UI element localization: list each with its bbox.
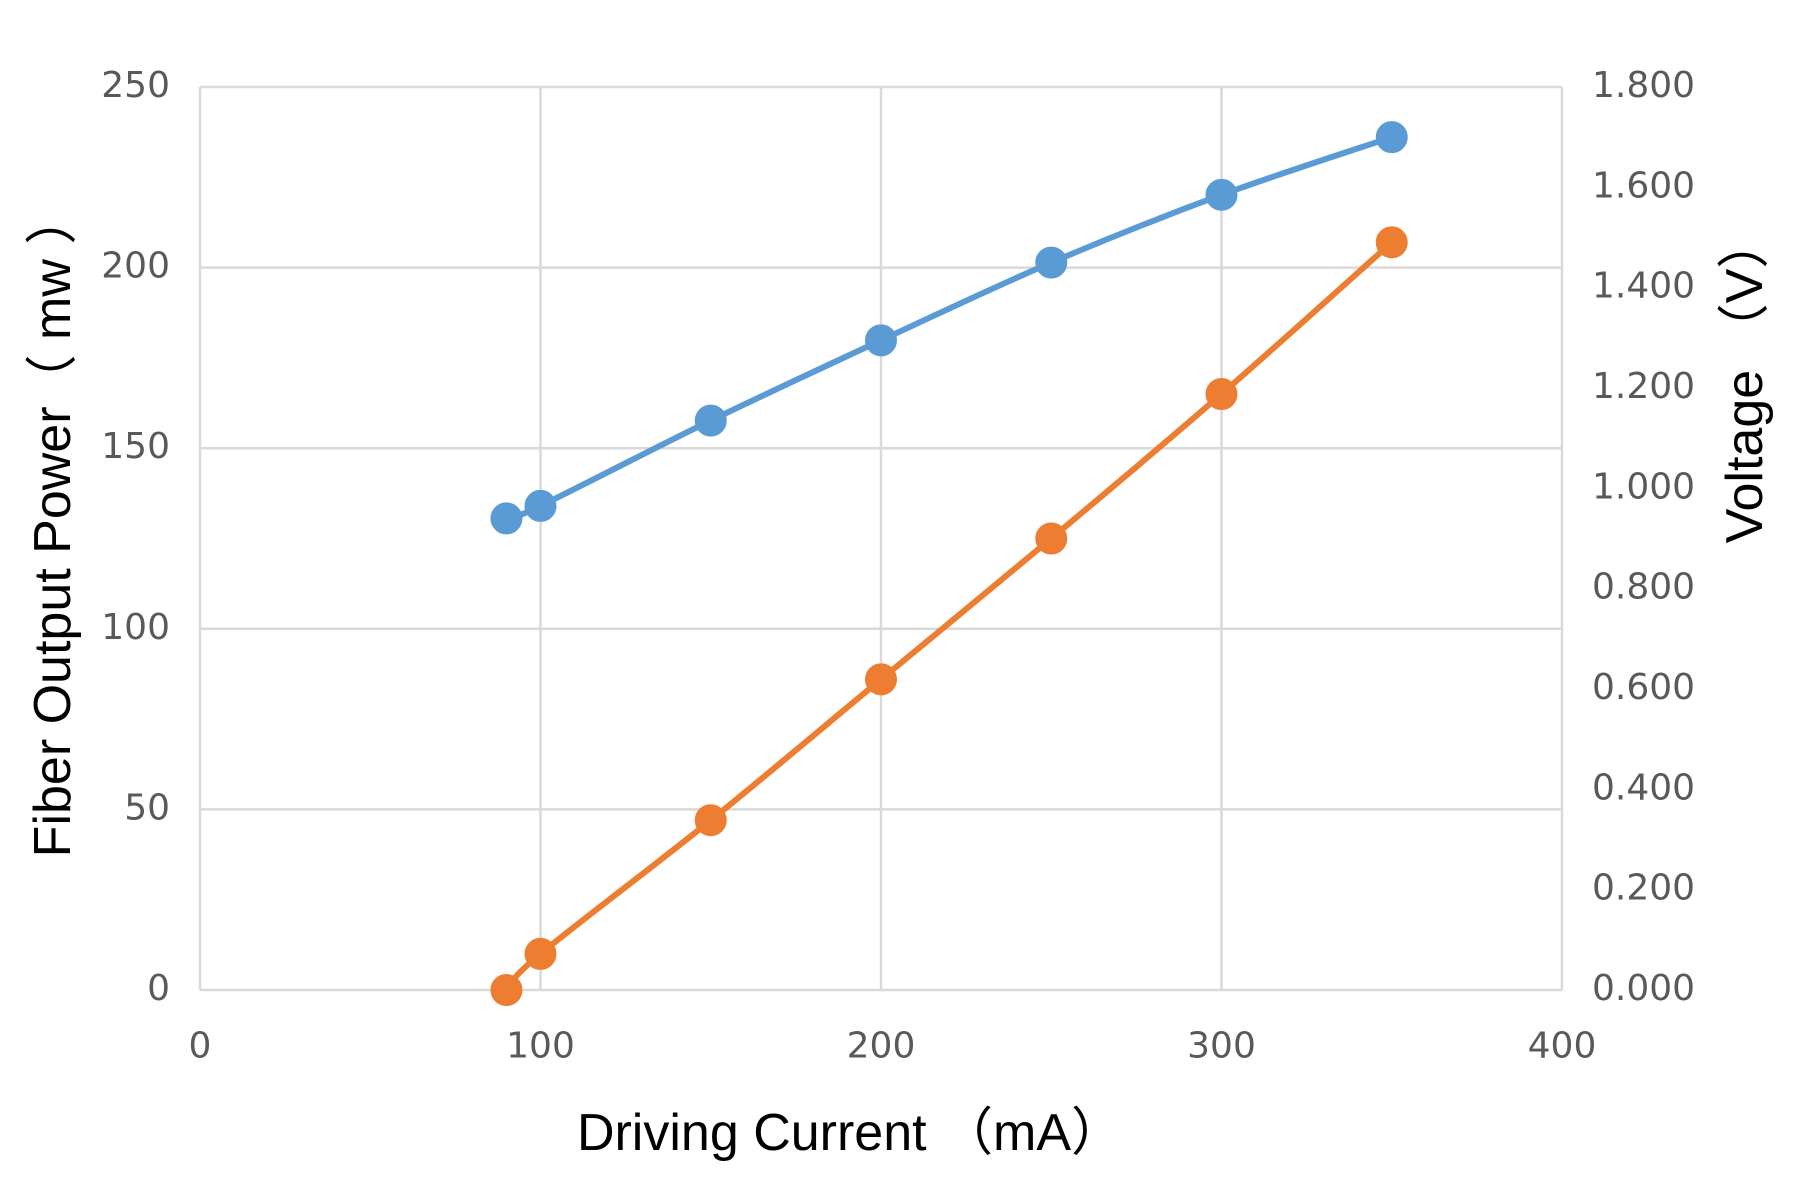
data-point [1035, 522, 1068, 555]
x-tick-label: 100 [506, 1026, 575, 1067]
data-point [490, 974, 523, 1006]
x-tick-label: 200 [847, 1026, 916, 1067]
data-point [865, 324, 897, 357]
y-left-tick-label: 0 [147, 968, 170, 1009]
data-point [1375, 121, 1408, 154]
y-right-tick-label: 1.800 [1592, 65, 1695, 106]
y-left-tick-label: 250 [101, 65, 170, 106]
y-right-tick-label: 0.600 [1592, 667, 1695, 708]
y-left-tick-label: 50 [124, 787, 170, 828]
y-right-tick-label: 0.400 [1592, 767, 1695, 808]
y-right-tick-label: 1.400 [1592, 266, 1695, 307]
y-left-tick-label: 200 [101, 246, 170, 287]
tick-labels: 0 100 200 300 400 0 50 100 150 200 250 0.000 0.200 0.… [101, 65, 1695, 1067]
data-point [1205, 378, 1238, 411]
data-point [490, 502, 523, 535]
x-axis-title: Driving Current （mA） [577, 1104, 1123, 1162]
x-tick-label: 400 [1528, 1026, 1597, 1067]
data-point [524, 937, 557, 970]
y-right-tick-label: 0.000 [1592, 968, 1695, 1009]
data-point [1035, 246, 1068, 279]
y-right-tick-label: 1.200 [1592, 366, 1695, 407]
plot-series [490, 121, 1408, 1006]
x-tick-label: 300 [1187, 1026, 1256, 1067]
data-point [865, 663, 897, 696]
series-line [503, 134, 1395, 522]
data-point [1205, 178, 1238, 211]
series-2 [490, 226, 1408, 1006]
y-left-tick-label: 150 [101, 426, 170, 467]
series-1 [490, 121, 1408, 535]
y-right-tick-label: 0.800 [1592, 567, 1695, 608]
y-right-tick-label: 1.000 [1592, 466, 1695, 507]
series-line [503, 239, 1395, 993]
y-left-tick-label: 100 [101, 607, 170, 648]
gridlines [198, 85, 1564, 992]
data-point [524, 489, 557, 522]
y-right-tick-label: 0.200 [1592, 868, 1695, 909]
x-tick-label: 0 [189, 1026, 212, 1067]
data-point [694, 404, 727, 437]
y-right-tick-label: 1.600 [1592, 165, 1695, 206]
data-point [694, 804, 727, 837]
y-axis-left-title: Fiber Output Power（ mw ） [24, 193, 82, 858]
y-axis-right-title: Voltage （V） [1716, 217, 1774, 544]
data-point [1375, 226, 1408, 259]
